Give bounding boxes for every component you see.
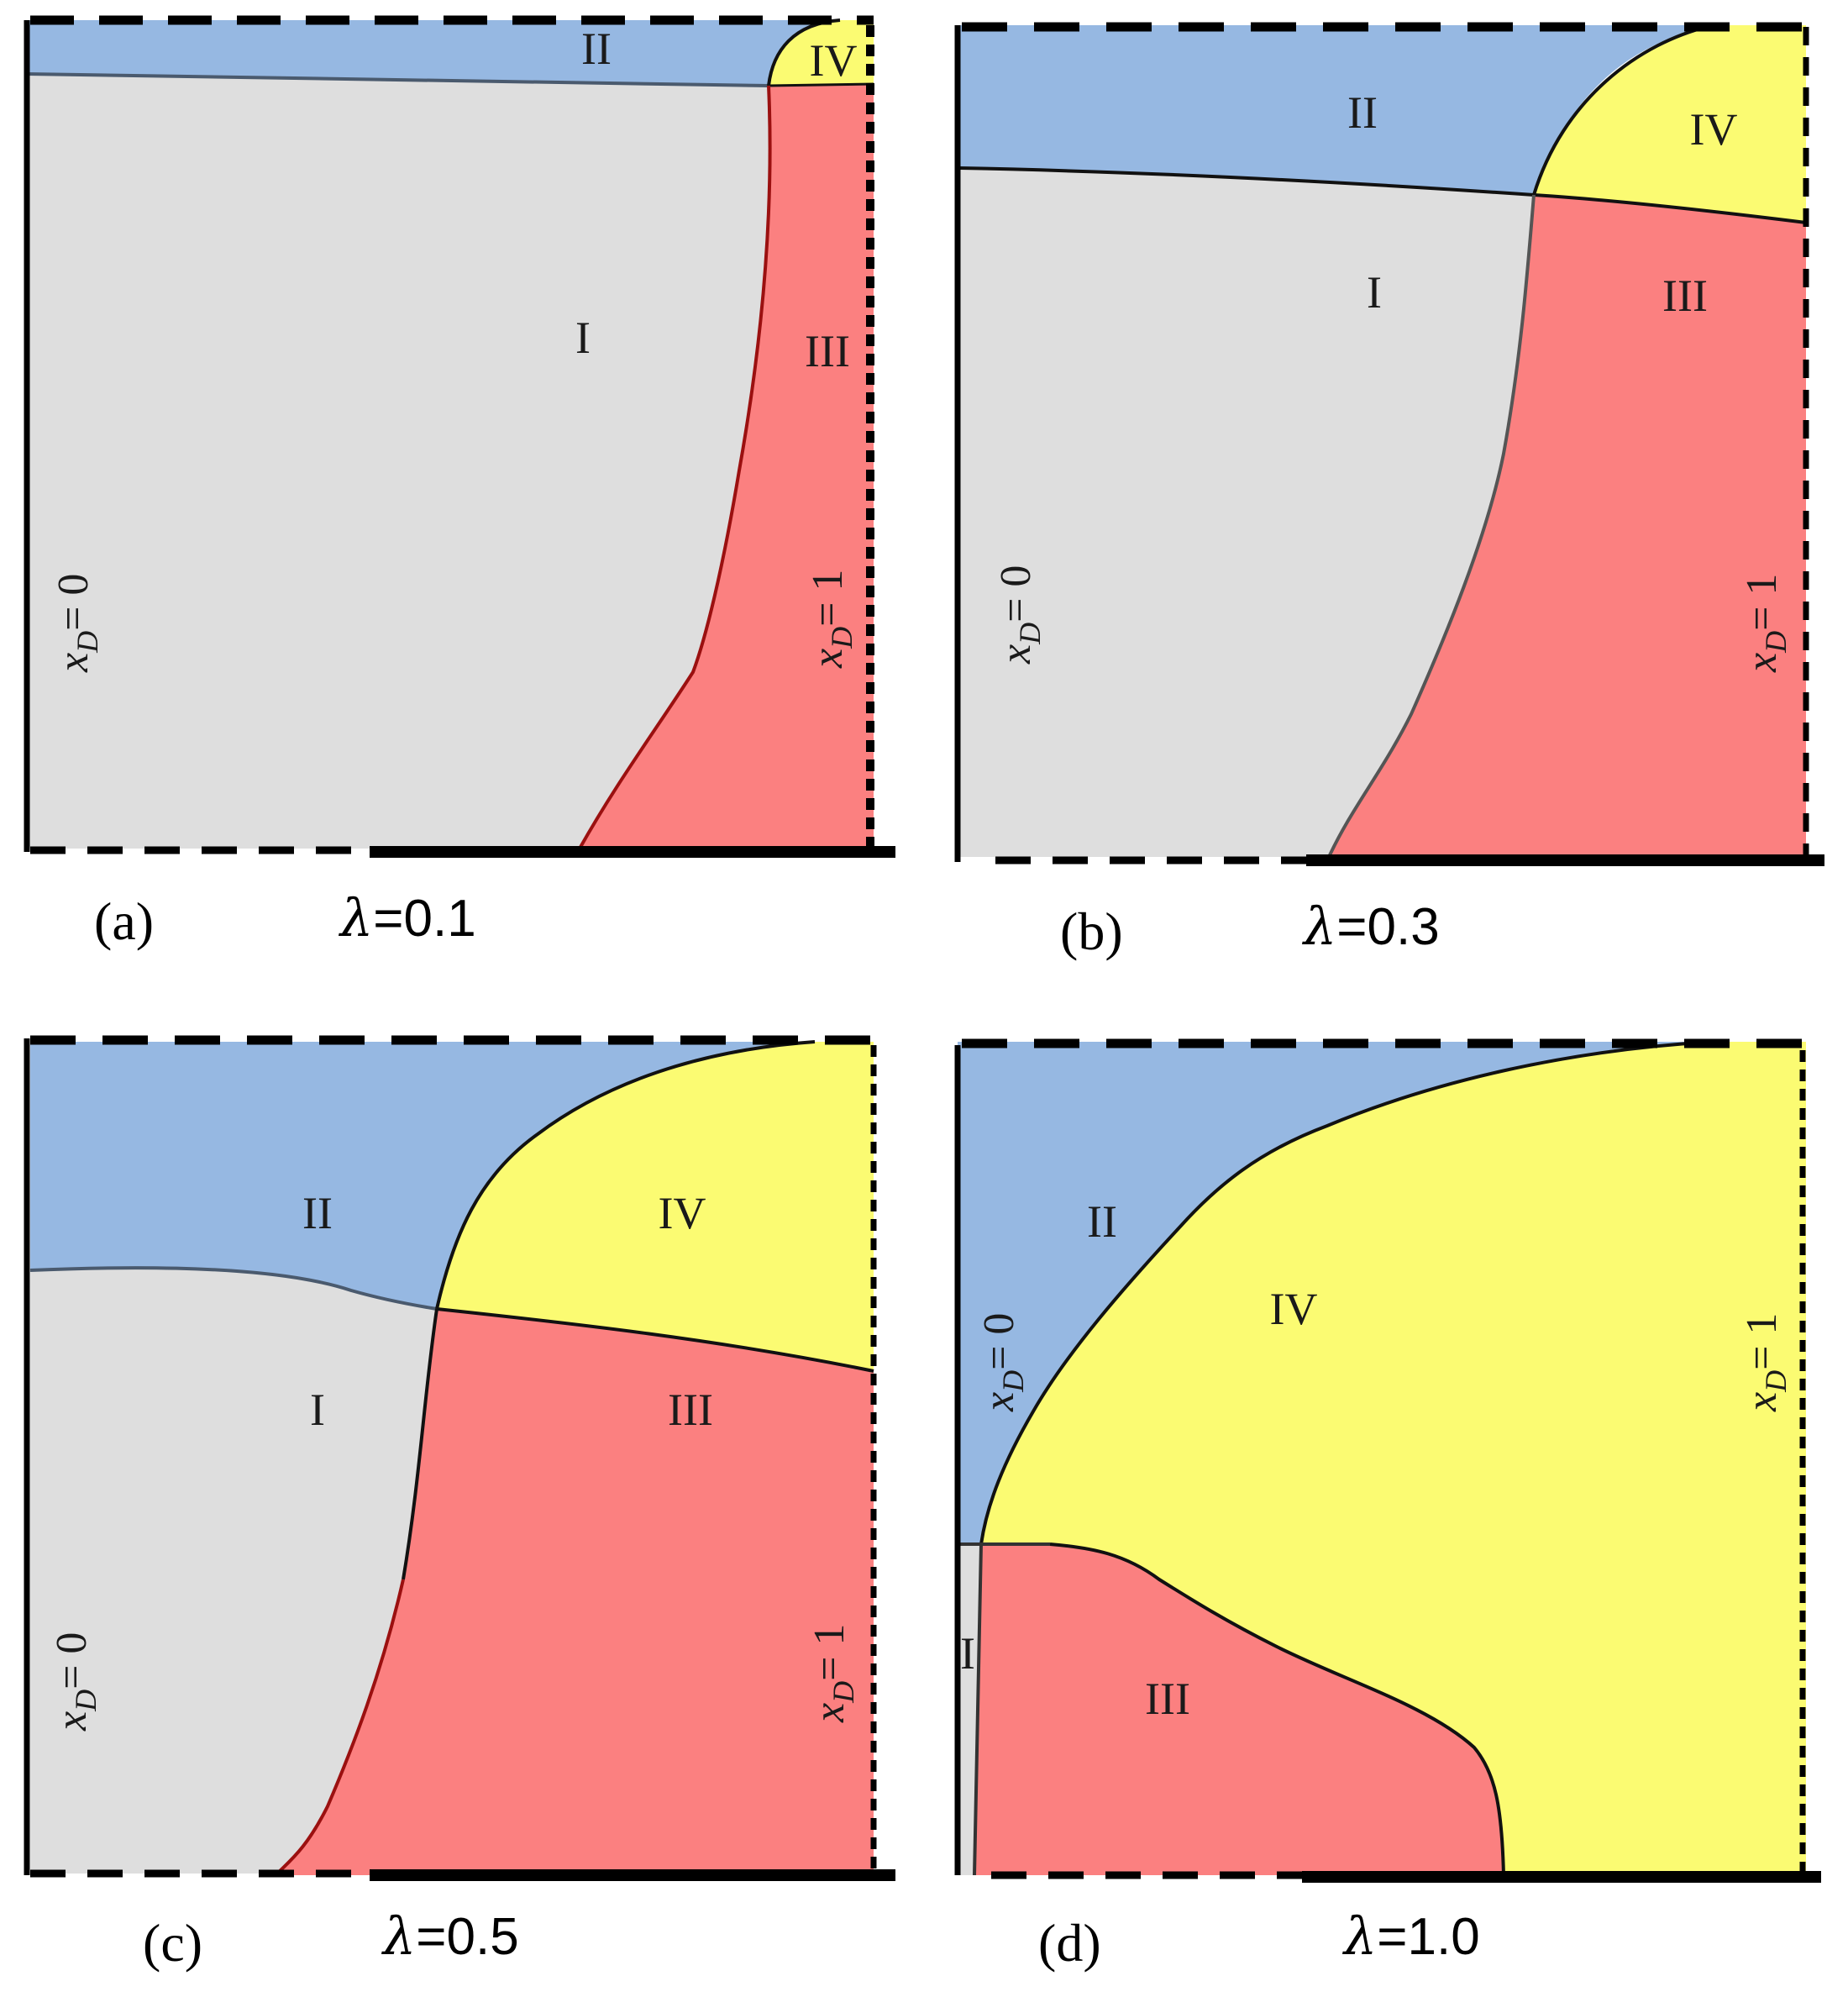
region-III-d	[974, 1544, 1504, 1875]
panel-tag-a: (a)	[94, 891, 154, 951]
label-II-d: II	[1087, 1196, 1117, 1247]
boundary-I-III-a	[578, 85, 772, 849]
boundary-II-IV-d	[979, 1040, 1714, 1545]
label-I-b: I	[1367, 267, 1382, 318]
xd1-label-b: xD= 1	[1738, 574, 1793, 673]
xd1-label-d: xD= 1	[1738, 1313, 1793, 1412]
region-I-a	[27, 74, 770, 849]
label-I-a: I	[575, 313, 591, 363]
boundary-II-IV-b	[1532, 24, 1714, 196]
label-III-b: III	[1662, 271, 1708, 321]
xd0-label-b: xD= 0	[992, 565, 1047, 665]
boundary-I-II-c	[29, 1266, 438, 1311]
boundary-I-III-b	[1327, 194, 1536, 858]
xd0-label-d: xD= 0	[975, 1313, 1030, 1412]
boundary-I-II-a	[26, 72, 769, 87]
label-II-b: II	[1347, 87, 1378, 138]
region-IV-d	[981, 1042, 1806, 1875]
region-III-b	[1329, 195, 1806, 857]
xd1-label-a: xD= 1	[804, 570, 858, 669]
region-II-b	[958, 25, 1714, 195]
panel-a: II IV I III xD= 0 xD= 1 (a) λ=0.1	[24, 15, 895, 951]
lambda-label-b: λ=0.3	[1301, 896, 1440, 957]
panel-tag-d: (d)	[1038, 1913, 1101, 1973]
panel-tag-c: (c)	[143, 1913, 202, 1973]
region-III-a	[580, 84, 874, 849]
label-II-a: II	[581, 24, 612, 74]
panel-c: II IV I III xD= 0 xD= 1 (c) λ=0.5	[24, 1035, 895, 1973]
boundary-III-IV-a	[768, 82, 874, 87]
lambda-label-a: λ=0.1	[338, 887, 476, 949]
boundary-III-IV-c	[436, 1307, 874, 1373]
region-I-b	[958, 168, 1534, 857]
boundary-III-IV-b	[1533, 193, 1807, 224]
label-II-c: II	[302, 1188, 333, 1238]
label-I-c: I	[310, 1385, 325, 1435]
boundary-I-III-c	[402, 1308, 438, 1580]
panel-b: II IV I III xD= 0 xD= 1 (b) λ=0.3	[954, 22, 1824, 961]
lambda-label-c: λ=0.5	[381, 1905, 519, 1967]
region-II-d	[958, 1042, 1714, 1544]
label-III-c: III	[668, 1385, 713, 1435]
region-II-c	[30, 1042, 815, 1309]
label-IV-d: IV	[1270, 1284, 1318, 1334]
region-I-c	[30, 1268, 437, 1874]
label-I-d: I	[960, 1628, 975, 1679]
label-III-d: III	[1145, 1674, 1190, 1724]
boundary-I-III-lower-c	[276, 1579, 405, 1875]
panel-d: II IV I III xD= 0 xD= 1 (d) λ=1.0	[954, 1038, 1821, 1973]
label-IV-c: IV	[659, 1188, 706, 1238]
xd0-label-c: xD= 0	[48, 1632, 102, 1732]
lambda-label-d: λ=1.0	[1341, 1905, 1480, 1967]
region-III-c	[277, 1309, 874, 1875]
boundary-III-IV-d	[1049, 1542, 1505, 1876]
label-IV-a: IV	[810, 35, 858, 86]
region-IV-c	[437, 1042, 874, 1371]
boundary-I-III-d	[958, 1542, 1050, 1876]
region-II-a	[27, 20, 840, 86]
label-III-a: III	[805, 326, 850, 376]
boundary-I-II-b	[957, 166, 1535, 197]
boundary-II-IV-c	[435, 1040, 816, 1310]
panel-tag-b: (b)	[1060, 901, 1123, 961]
xd0-label-a: xD= 0	[50, 574, 104, 673]
region-IV-b	[1534, 25, 1806, 223]
xd1-label-c: xD= 1	[806, 1624, 860, 1723]
label-IV-b: IV	[1690, 104, 1738, 155]
